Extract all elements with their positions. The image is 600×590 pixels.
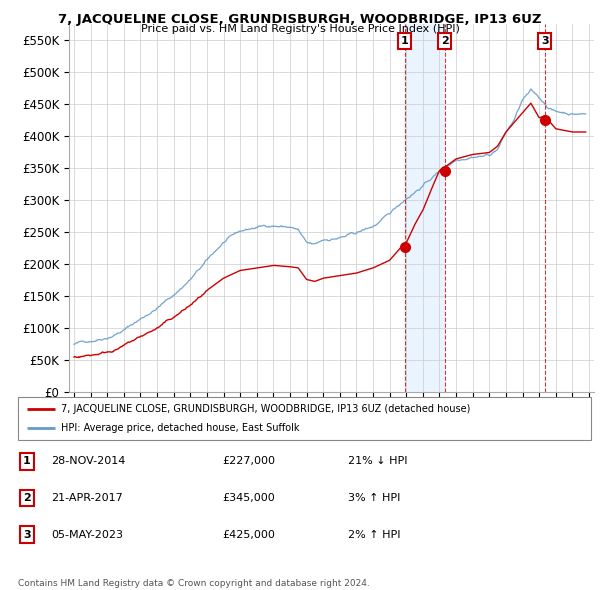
Text: 2% ↑ HPI: 2% ↑ HPI <box>348 530 401 539</box>
Text: Price paid vs. HM Land Registry's House Price Index (HPI): Price paid vs. HM Land Registry's House … <box>140 24 460 34</box>
Bar <box>405 24 445 392</box>
Text: 2: 2 <box>23 493 31 503</box>
Text: HPI: Average price, detached house, East Suffolk: HPI: Average price, detached house, East… <box>61 422 299 432</box>
Text: 1: 1 <box>401 36 409 46</box>
Text: £227,000: £227,000 <box>222 457 275 466</box>
Text: 21% ↓ HPI: 21% ↓ HPI <box>348 457 407 466</box>
Text: 7, JACQUELINE CLOSE, GRUNDISBURGH, WOODBRIDGE, IP13 6UZ (detached house): 7, JACQUELINE CLOSE, GRUNDISBURGH, WOODB… <box>61 404 470 414</box>
Text: 3: 3 <box>541 36 548 46</box>
Text: 3: 3 <box>23 530 31 539</box>
Text: 05-MAY-2023: 05-MAY-2023 <box>51 530 123 539</box>
FancyBboxPatch shape <box>18 397 591 440</box>
Text: 28-NOV-2014: 28-NOV-2014 <box>51 457 125 466</box>
Text: £345,000: £345,000 <box>222 493 275 503</box>
Text: 2: 2 <box>441 36 449 46</box>
Text: 21-APR-2017: 21-APR-2017 <box>51 493 123 503</box>
Text: 3% ↑ HPI: 3% ↑ HPI <box>348 493 400 503</box>
Text: Contains HM Land Registry data © Crown copyright and database right 2024.
This d: Contains HM Land Registry data © Crown c… <box>18 579 370 590</box>
Text: £425,000: £425,000 <box>222 530 275 539</box>
Text: 7, JACQUELINE CLOSE, GRUNDISBURGH, WOODBRIDGE, IP13 6UZ: 7, JACQUELINE CLOSE, GRUNDISBURGH, WOODB… <box>58 13 542 26</box>
Text: 1: 1 <box>23 457 31 466</box>
